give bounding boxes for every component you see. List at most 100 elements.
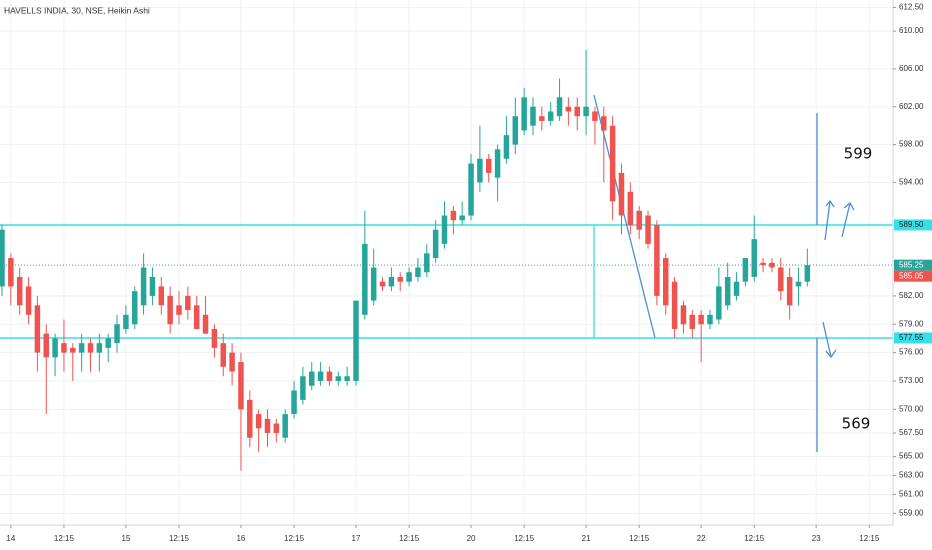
candle-body xyxy=(441,215,448,244)
candle-body xyxy=(468,163,474,216)
candle-body xyxy=(716,286,722,320)
y-tick-label: 573.00 xyxy=(899,376,924,385)
candle-body xyxy=(34,305,41,353)
candle-body xyxy=(176,305,182,315)
candle-body xyxy=(689,314,696,329)
candle-body xyxy=(247,399,253,438)
candle-body xyxy=(724,276,731,306)
candle-body xyxy=(167,295,173,325)
arrow-down xyxy=(822,321,837,359)
x-tick-label: 21 xyxy=(582,534,591,543)
candle-body xyxy=(353,300,359,381)
candle-body xyxy=(123,314,129,329)
candle-body xyxy=(662,258,669,306)
price-label: 585.05 xyxy=(899,271,924,280)
y-tick-label: 579.00 xyxy=(899,319,924,328)
axis-labels: 612.50 610.00 606.00 602.00 598.00 594.00 582.… xyxy=(6,3,924,544)
candle-body xyxy=(309,371,315,386)
price-label: 585.25 xyxy=(899,260,924,269)
y-tick-label: 602.00 xyxy=(899,102,924,111)
candle-body xyxy=(388,276,395,287)
candle-body xyxy=(477,158,483,183)
candle-body xyxy=(0,229,5,287)
candle-body xyxy=(300,376,306,400)
y-tick-label: 563.00 xyxy=(899,471,924,480)
candle-body xyxy=(70,347,76,353)
y-tick-label: 594.00 xyxy=(899,178,924,187)
x-tick-label: 23 xyxy=(812,534,821,543)
x-tick-label: 16 xyxy=(236,534,245,543)
time-axis xyxy=(0,525,932,550)
x-tick-label: 22 xyxy=(697,534,706,543)
candle-body xyxy=(8,258,14,287)
y-tick-label: 582.00 xyxy=(899,291,924,300)
x-tick-label: 12:15 xyxy=(514,534,535,543)
candle-body xyxy=(609,125,616,202)
candles xyxy=(0,50,811,471)
candle-body xyxy=(78,343,85,353)
candle-body xyxy=(211,328,218,348)
candle-body xyxy=(432,229,439,259)
x-tick-label: 15 xyxy=(121,534,130,543)
candle-body xyxy=(424,253,430,273)
candle-body xyxy=(618,172,625,216)
candle-body xyxy=(592,111,598,121)
candle-body xyxy=(25,286,32,315)
candle-body xyxy=(547,111,554,121)
price-label: 589.50 xyxy=(899,220,924,229)
candle-body xyxy=(778,267,784,292)
annotation: 599 xyxy=(844,145,873,163)
candle-body xyxy=(804,265,811,282)
candle-body xyxy=(654,224,660,296)
candle-body xyxy=(485,158,492,173)
candle-body xyxy=(16,276,23,306)
candle-body xyxy=(494,149,501,178)
chart-title: HAVELLS INDIA, 30, NSE, Heikin Ashi xyxy=(4,5,150,15)
candle-body xyxy=(636,210,642,230)
candle-body xyxy=(61,343,67,353)
y-tick-label: 570.00 xyxy=(899,404,924,413)
x-tick-label: 12:15 xyxy=(169,534,190,543)
x-tick-label: 12:15 xyxy=(284,534,305,543)
x-tick-label: 12:15 xyxy=(859,534,880,543)
price-label-box xyxy=(894,219,932,231)
candle-body xyxy=(742,258,749,282)
candle-body xyxy=(255,414,262,429)
candle-body xyxy=(760,262,766,266)
candle-body xyxy=(680,305,687,325)
candle-body xyxy=(335,376,342,381)
candle-body xyxy=(264,418,271,433)
y-tick-label: 565.00 xyxy=(899,452,924,461)
candle-body xyxy=(671,281,678,329)
candle-body xyxy=(370,267,377,301)
candle-body xyxy=(158,286,165,306)
candle-body xyxy=(698,314,704,325)
candle-body xyxy=(96,343,103,353)
x-tick-label: 14 xyxy=(6,534,15,543)
grid xyxy=(0,0,893,525)
candle-body xyxy=(769,262,775,268)
candle-body xyxy=(627,191,634,225)
candle-body xyxy=(751,239,757,277)
arrow-up xyxy=(841,202,855,238)
x-tick-label: 12:15 xyxy=(399,534,420,543)
candle-body xyxy=(43,333,49,358)
drawings: 599 569 xyxy=(593,94,873,452)
x-tick-label: 20 xyxy=(467,534,476,543)
candle-body xyxy=(406,272,412,282)
price-label: 577.55 xyxy=(899,333,924,342)
y-tick-label: 576.00 xyxy=(899,348,924,357)
y-tick-label: 598.00 xyxy=(899,140,924,149)
candle-body xyxy=(539,116,545,121)
candle-body xyxy=(415,267,421,277)
candle-body xyxy=(397,276,403,282)
candle-body xyxy=(645,215,651,244)
candle-body xyxy=(87,343,94,353)
candle-body xyxy=(362,243,368,315)
annotation: 569 xyxy=(842,415,871,433)
x-tick-label: 12:15 xyxy=(629,534,650,543)
candle-body xyxy=(52,338,58,358)
candle-body xyxy=(556,97,563,117)
candle-body xyxy=(220,343,226,367)
